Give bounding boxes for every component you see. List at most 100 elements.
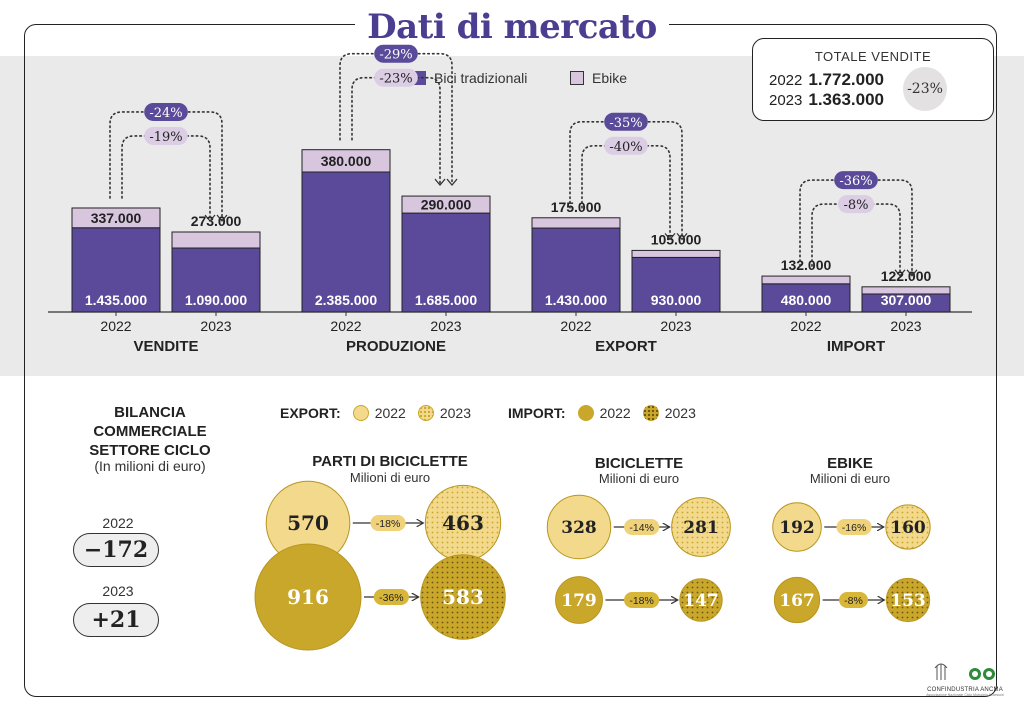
bubble-subtitle-biciclette: Milioni di euro xyxy=(598,471,680,486)
bubble-export-change-pill xyxy=(624,519,660,535)
change-traditional-label: -36% xyxy=(839,174,872,189)
connector-arrowhead xyxy=(216,214,228,222)
bilancia-title-line: BILANCIA xyxy=(114,404,186,421)
connector-dotted xyxy=(581,144,671,240)
bilancia-title: BILANCIA COMMERCIALE SETTORE CICLO xyxy=(70,403,230,460)
bubble-import-2022 xyxy=(254,543,362,651)
connector-arrowhead xyxy=(676,233,688,241)
dot-export-2022 xyxy=(352,405,369,421)
connector-arrowhead xyxy=(204,214,216,222)
label-ebike: 380.000 xyxy=(321,153,372,169)
change-traditional-pill xyxy=(144,102,188,121)
bubble-import-change-pill xyxy=(839,592,868,608)
logo-tagline: Associazione Nazionale Ciclo Motociclo A… xyxy=(926,693,1004,697)
change-ebike-pill xyxy=(604,136,648,155)
bubble-title-biciclette: BICICLETTE xyxy=(594,455,684,472)
label-traditional: 1.430.000 xyxy=(545,292,607,308)
change-traditional-pill xyxy=(374,44,418,63)
bubble-legend-export-label: EXPORT: xyxy=(280,405,341,421)
bubble-import-change: -36% xyxy=(379,592,404,604)
tick-label-year: 2022 xyxy=(100,318,131,334)
bubble-export-change: -18% xyxy=(376,518,401,530)
group-label: EXPORT xyxy=(595,338,657,355)
bubble-subtitle-ebike: Milioni di euro xyxy=(809,471,891,486)
label-traditional: 1.685.000 xyxy=(415,292,477,308)
bar-ebike xyxy=(71,207,161,229)
bubble-import-change-pill xyxy=(623,592,660,608)
legend-ebike: Ebike xyxy=(570,70,627,86)
bubble-import-2023-value: 583 xyxy=(442,585,484,609)
totale-value: 1.772.000 xyxy=(808,70,885,89)
label-ebike: 175.000 xyxy=(551,199,602,215)
bubble-import-change: -8% xyxy=(844,595,863,607)
group-label: VENDITE xyxy=(133,338,198,355)
bar-traditional xyxy=(531,227,621,313)
bubble-export-change-pill xyxy=(370,515,406,531)
totale-year: 2022 xyxy=(769,72,803,89)
change-traditional-pill xyxy=(834,171,878,190)
stacked-bar-chart: 1.435.000 337.000 2022 1.090.000 273.000 2023… xyxy=(48,44,972,355)
bar-traditional xyxy=(401,212,491,313)
connector-arrowhead xyxy=(664,233,676,241)
legend-label-traditional: Bici tradizionali xyxy=(434,70,528,86)
bubble-export-2022 xyxy=(546,494,612,560)
bubble-import-2022-value: 916 xyxy=(287,585,329,609)
bubble-import-2023 xyxy=(679,578,723,622)
change-ebike-label: -23% xyxy=(379,72,412,87)
label-traditional: 480.000 xyxy=(781,292,832,308)
change-ebike-pill xyxy=(374,68,418,87)
bubble-export-2022-value: 192 xyxy=(779,518,815,538)
bar-traditional xyxy=(171,247,261,313)
page-title: Dati di mercato xyxy=(355,4,669,50)
bilancia-value-2022: −172 xyxy=(73,533,159,567)
bubble-legend-import-label: IMPORT: xyxy=(508,405,566,421)
bubble-legend-import: IMPORT: 2022 2023 xyxy=(508,405,696,421)
tick-label-year: 2022 xyxy=(560,318,591,334)
totale-row-2022: 2022 1.772.000 xyxy=(769,70,884,90)
bubble-title-ebike: EBIKE xyxy=(827,455,873,472)
totale-vendite-box: TOTALE VENDITE 2022 1.772.000 2023 1.363.0… xyxy=(752,38,994,121)
change-ebike-label: -19% xyxy=(149,130,182,145)
bubble-export-2022-value: 328 xyxy=(561,518,597,538)
bubble-import-2022-value: 167 xyxy=(779,591,815,611)
label-ebike: 273.000 xyxy=(191,213,242,229)
bubble-import-change: -18% xyxy=(629,595,654,607)
bubble-export-change-pill xyxy=(836,519,872,535)
bar-traditional xyxy=(301,171,391,313)
bubble-subtitle-parti: Milioni di euro xyxy=(349,470,431,485)
label-traditional: 930.000 xyxy=(651,292,702,308)
bar-ebike xyxy=(531,217,621,229)
totale-row-2023: 2023 1.363.000 xyxy=(769,90,884,110)
totale-value: 1.363.000 xyxy=(808,90,885,109)
bilancia-year-2023: 2023 xyxy=(102,583,134,599)
label-traditional: 2.385.000 xyxy=(315,292,377,308)
bar-ebike xyxy=(631,249,721,258)
change-ebike-label: -40% xyxy=(609,140,642,155)
tick-label-year: 2023 xyxy=(890,318,921,334)
connector-dotted xyxy=(121,135,211,221)
change-ebike-label: -8% xyxy=(843,198,868,213)
group-label: PRODUZIONE xyxy=(346,338,446,355)
change-ebike-pill xyxy=(144,126,188,145)
change-ebike-pill xyxy=(837,195,875,214)
connector-dotted xyxy=(811,203,901,276)
label-traditional: 1.090.000 xyxy=(185,292,247,308)
bubble-import-2023-value: 147 xyxy=(683,591,719,611)
bubble-legend-export: EXPORT: 2022 2023 xyxy=(280,405,471,421)
bar-ebike xyxy=(171,231,261,249)
label-ebike: 290.000 xyxy=(421,197,472,213)
bilancia-year-2022: 2022 xyxy=(102,515,134,531)
bubble-import-2023 xyxy=(420,554,506,640)
bubble-export-2022-value: 570 xyxy=(287,511,329,535)
bubble-export-change: -16% xyxy=(842,522,867,534)
bubble-export-2022 xyxy=(772,502,822,552)
confindustria-ancma-logo: CONFINDUSTRIA ANCMA Associazione Naziona… xyxy=(925,660,1005,697)
connector-dotted xyxy=(351,76,441,185)
bilancia-value-2023: +21 xyxy=(73,603,159,637)
bilancia-subtitle: (In milioni di euro) xyxy=(94,458,206,474)
bubble-import-change-pill xyxy=(373,589,409,605)
totale-change: -23% xyxy=(903,67,947,111)
bubble-import-2023-value: 153 xyxy=(890,591,926,611)
bar-ebike xyxy=(301,149,391,173)
